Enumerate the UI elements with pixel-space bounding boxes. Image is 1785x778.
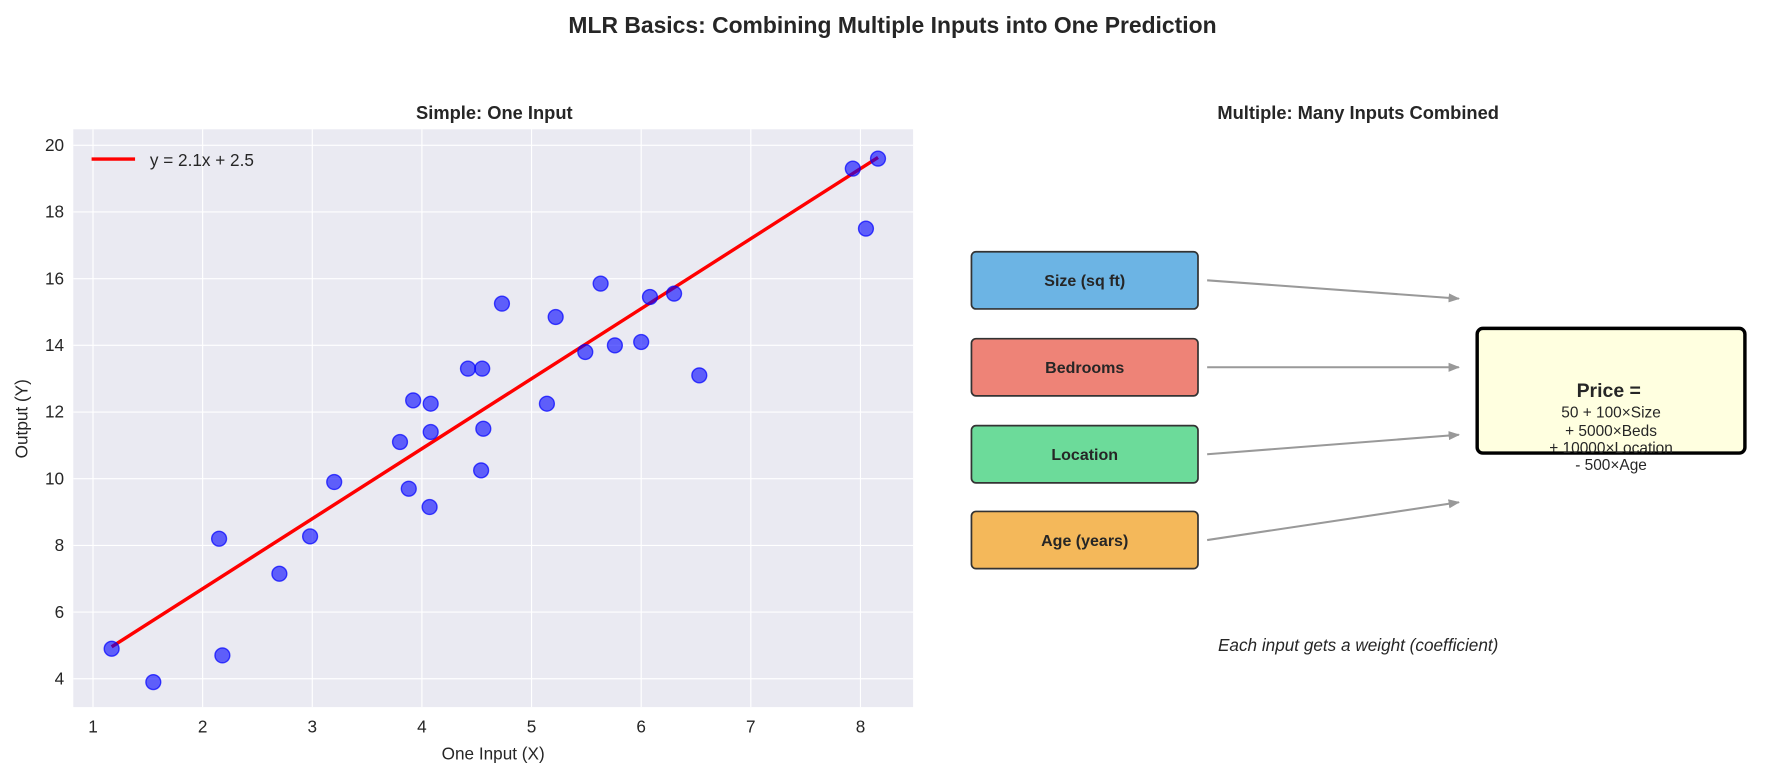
input-box: Location xyxy=(970,424,1199,484)
y-tick-label: 18 xyxy=(45,202,64,222)
input-boxes: Size (sq ft) Bedrooms Location Age (years) xyxy=(970,250,1199,570)
fit-line xyxy=(110,155,879,649)
scatter-point xyxy=(422,395,439,412)
input-box-label: Size (sq ft) xyxy=(1044,273,1125,290)
scatter-point xyxy=(577,343,594,361)
x-axis-label: One Input (X) xyxy=(442,744,545,764)
scatter-title: Simple: One Input xyxy=(416,102,573,123)
y-tick-labels: 4 6 8 10 12 14 16 18 20 xyxy=(45,135,65,688)
input-box: Bedrooms xyxy=(970,337,1199,397)
scatter-point xyxy=(391,433,409,451)
scatter-point xyxy=(326,473,343,491)
input-box-label: Bedrooms xyxy=(1045,360,1124,377)
input-box-frame xyxy=(970,337,1199,397)
scatter-point xyxy=(538,395,556,412)
x-tick-label: 5 xyxy=(527,716,537,736)
x-tick-label: 3 xyxy=(308,716,318,736)
output-line-1: 50 + 100×Size xyxy=(1561,405,1661,422)
scatter-point xyxy=(210,530,228,547)
y-tick-label: 20 xyxy=(45,135,64,155)
arrow-size xyxy=(1207,279,1461,303)
output-line-4: - 500×Age xyxy=(1575,457,1647,474)
y-tick-label: 12 xyxy=(45,402,64,422)
y-tick-label: 14 xyxy=(45,335,65,355)
x-tick-label: 7 xyxy=(746,716,756,736)
scatter-point xyxy=(271,565,288,582)
x-tick-label: 1 xyxy=(88,716,98,736)
input-box-frame xyxy=(970,510,1199,570)
scatter-point xyxy=(400,480,417,497)
scatter-point xyxy=(103,640,120,657)
x-tick-label: 2 xyxy=(198,716,208,736)
x-tick-labels: 1 2 3 4 5 6 7 8 xyxy=(88,716,865,736)
scatter-point xyxy=(421,498,438,516)
scatter-point xyxy=(665,285,683,302)
y-tick-label: 10 xyxy=(45,468,64,488)
scatter-point xyxy=(475,420,492,437)
scatter-point xyxy=(214,647,231,664)
arrow-age xyxy=(1206,499,1460,542)
input-box: Age (years) xyxy=(970,510,1199,570)
y-tick-label: 6 xyxy=(55,602,65,622)
scatter-point xyxy=(869,150,887,167)
scatter-point xyxy=(606,337,624,354)
scatter-point xyxy=(844,160,861,177)
y-axis-label: Output (Y) xyxy=(12,379,32,458)
scatter-point xyxy=(405,392,422,409)
scatter-point xyxy=(145,673,162,691)
output-line-3: + 10000×Location xyxy=(1549,440,1673,457)
legend-label: y = 2.1x + 2.5 xyxy=(150,150,254,170)
scatter-point xyxy=(459,360,477,377)
scatter-point xyxy=(493,295,511,312)
diagram-panel: Multiple: Many Inputs Combined Size (sq … xyxy=(970,102,1747,655)
x-tick-label: 8 xyxy=(856,716,866,736)
output-heading: Price = xyxy=(1577,380,1641,402)
figure-title: MLR Basics: Combining Multiple Inputs in… xyxy=(568,12,1216,38)
diagram-caption: Each input gets a weight (coefficient) xyxy=(1218,635,1498,655)
input-box: Size (sq ft) xyxy=(970,250,1199,310)
input-box-label: Age (years) xyxy=(1041,533,1128,550)
input-box-frame xyxy=(970,424,1199,484)
scatter-point xyxy=(691,367,708,384)
scatter-point xyxy=(547,308,564,326)
y-tick-label: 16 xyxy=(45,268,64,288)
scatter-point xyxy=(422,423,439,441)
diagram-title: Multiple: Many Inputs Combined xyxy=(1217,102,1499,123)
scatter-point xyxy=(301,528,319,545)
arrows xyxy=(1206,279,1461,542)
arrow-location xyxy=(1207,431,1461,456)
input-box-label: Location xyxy=(1051,447,1118,464)
output-box: Price = 50 + 100×Size + 5000×Beds + 1000… xyxy=(1475,326,1747,474)
x-tick-label: 4 xyxy=(417,716,427,736)
scatter-points xyxy=(103,150,887,691)
y-tick-label: 8 xyxy=(55,535,65,555)
output-line-2: + 5000×Beds xyxy=(1565,423,1657,440)
scatter-point xyxy=(857,220,875,237)
y-tick-label: 4 xyxy=(55,668,65,688)
x-tick-label: 6 xyxy=(636,716,646,736)
input-box-frame xyxy=(970,250,1199,310)
output-box-frame xyxy=(1475,326,1747,455)
scatter-point xyxy=(592,275,609,292)
scatter-point xyxy=(474,360,491,377)
scatter-point xyxy=(633,333,650,351)
legend: y = 2.1x + 2.5 xyxy=(91,150,254,170)
scatter-point xyxy=(641,288,659,306)
scatter-point xyxy=(473,462,490,479)
